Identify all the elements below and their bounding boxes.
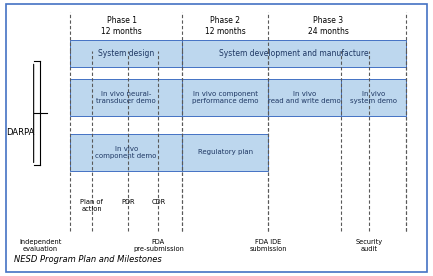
Text: Phase 2
12 months: Phase 2 12 months	[205, 16, 246, 36]
FancyBboxPatch shape	[70, 134, 182, 171]
Text: CDR: CDR	[151, 200, 165, 205]
Text: Phase 1
12 months: Phase 1 12 months	[101, 16, 142, 36]
FancyBboxPatch shape	[341, 79, 406, 116]
Text: PDR: PDR	[122, 200, 135, 205]
Text: Regulatory plan: Regulatory plan	[197, 149, 253, 155]
Text: Plan of
action: Plan of action	[80, 200, 103, 213]
Text: Security
audit: Security audit	[355, 239, 383, 252]
Text: DARPA: DARPA	[6, 128, 35, 137]
FancyBboxPatch shape	[182, 79, 268, 116]
Text: System development and manufacture: System development and manufacture	[219, 49, 369, 58]
Text: In vivo
read and write demo: In vivo read and write demo	[268, 91, 341, 104]
Text: Independent
evaluation: Independent evaluation	[19, 239, 61, 252]
Text: System design: System design	[98, 49, 154, 58]
Text: Phase 3
24 months: Phase 3 24 months	[308, 16, 349, 36]
FancyBboxPatch shape	[182, 40, 406, 67]
FancyBboxPatch shape	[70, 79, 182, 116]
Text: FDA
pre-submission: FDA pre-submission	[133, 239, 184, 252]
Text: In vivo
component demo: In vivo component demo	[95, 146, 157, 159]
Text: In vivo neural-
transducer demo: In vivo neural- transducer demo	[96, 91, 156, 104]
Text: NESD Program Plan and Milestones: NESD Program Plan and Milestones	[14, 255, 162, 264]
Text: In vivo
system demo: In vivo system demo	[350, 91, 397, 104]
FancyBboxPatch shape	[182, 134, 268, 171]
Text: FDA IDE
submission: FDA IDE submission	[249, 239, 287, 252]
FancyBboxPatch shape	[70, 40, 182, 67]
FancyBboxPatch shape	[268, 79, 341, 116]
Text: In vivo component
performance demo: In vivo component performance demo	[192, 91, 259, 104]
